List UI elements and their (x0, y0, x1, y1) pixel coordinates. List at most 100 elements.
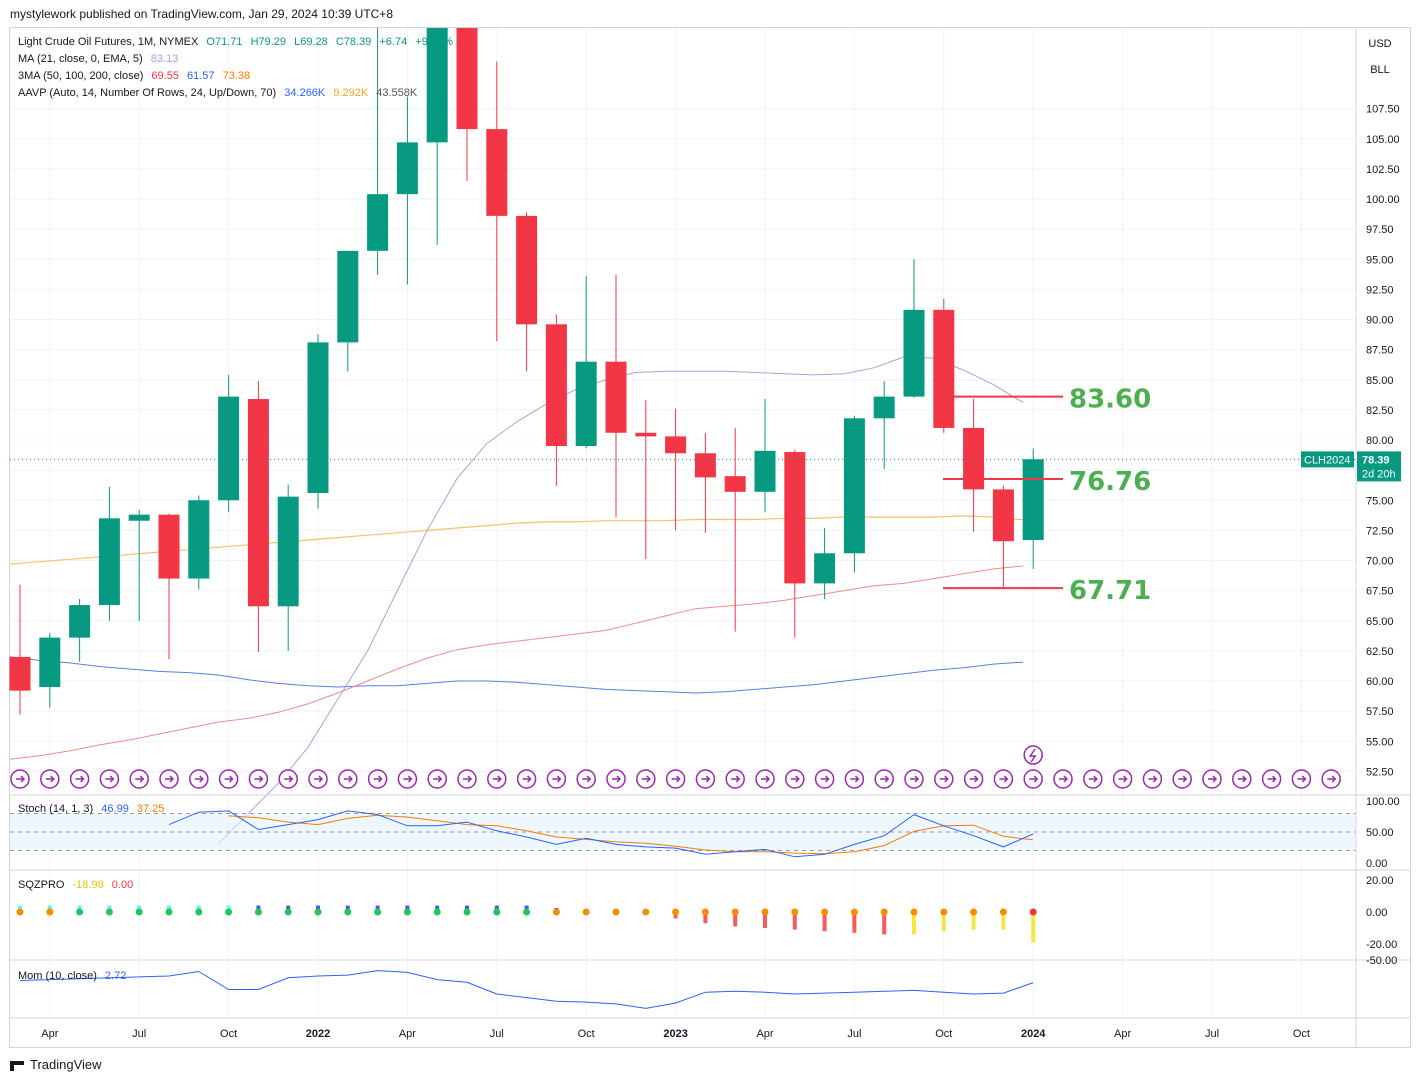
sqz-dot (254, 908, 262, 916)
legend-ma[interactable]: MA (21, close, 0, EMA, 5) 83.13 (18, 53, 183, 65)
event-marker-icon (40, 769, 60, 789)
legend-3ma[interactable]: 3MA (50, 100, 200, close) 69.55 61.57 73… (18, 70, 255, 82)
price-tick-label: 87.50 (1366, 345, 1394, 357)
legend-low: L69.28 (294, 36, 328, 48)
sqz-dot (165, 908, 173, 916)
event-marker-arrow (1237, 775, 1247, 783)
event-marker-arrow (16, 775, 26, 783)
sqz-dot (135, 908, 143, 916)
sqz-bar (882, 912, 887, 935)
legend-aavp-v2: 9.292K (333, 87, 369, 99)
time-tick-label: Oct (935, 1028, 952, 1040)
event-marker-icon (1202, 769, 1222, 789)
candle-body (486, 129, 508, 216)
sqz-dot (284, 908, 292, 916)
legend-mom[interactable]: Mom (10, close) 2.72 (18, 970, 131, 982)
candle-body (307, 342, 329, 494)
legend-sqz[interactable]: SQZPRO -18.98 0.00 (18, 879, 138, 891)
legend-main[interactable]: Light Crude Oil Futures, 1M, NYMEX O71.7… (18, 36, 458, 48)
time-tick-label: Oct (1293, 1028, 1310, 1040)
event-marker-icon (1291, 769, 1312, 789)
sqz-dot (582, 908, 590, 916)
event-marker-arrow (373, 775, 383, 783)
candle-body (933, 309, 955, 428)
sqz-dot (731, 908, 739, 916)
unit-button[interactable]: BLL (1370, 64, 1390, 76)
event-marker-icon (636, 769, 656, 789)
candle-body (814, 553, 836, 584)
price-tick-label: 80.00 (1366, 435, 1394, 447)
stoch-k-line (168, 810, 1034, 858)
candle-body (992, 489, 1014, 542)
candle-body (754, 450, 776, 492)
legend-ma-label: MA (21, close, 0, EMA, 5) (18, 53, 143, 65)
event-marker-arrow (880, 775, 890, 783)
event-marker-icon (516, 769, 537, 789)
sqz-tick-label: 0.00 (1366, 907, 1387, 919)
event-marker-arrow (1088, 775, 1098, 783)
event-marker-icon (457, 769, 477, 789)
price-tick-label: 60.00 (1366, 676, 1394, 688)
time-tick-label: Jul (490, 1028, 504, 1040)
price-tick-label: 90.00 (1366, 315, 1394, 327)
event-marker-arrow (1297, 775, 1307, 783)
tradingview-logo[interactable]: TradingView (10, 1057, 102, 1072)
event-marker-icon (1261, 769, 1282, 789)
event-marker-arrow (701, 775, 711, 783)
legend-aavp-label: AAVP (Auto, 14, Number Of Rows, 24, Up/D… (18, 87, 277, 99)
event-marker-arrow (671, 775, 681, 783)
event-marker-arrow (761, 775, 771, 783)
stoch-tick-label: 50.00 (1366, 827, 1394, 839)
grid-lines (10, 28, 1356, 1018)
mom-tick-label: -50.00 (1366, 955, 1397, 967)
legend-3ma-label: 3MA (50, 100, 200, close) (18, 70, 144, 82)
sma100-line (9, 656, 1024, 694)
event-marker-arrow (75, 775, 85, 783)
event-marker-arrow (165, 775, 175, 783)
event-marker-arrow (731, 775, 741, 783)
event-marker-icon (874, 769, 894, 789)
time-tick-label: Apr (41, 1028, 58, 1040)
stoch-d-line (228, 814, 1034, 855)
event-marker-icon (1112, 769, 1133, 789)
event-marker-arrow (939, 775, 949, 783)
candle-body (605, 361, 627, 433)
price-tick-label: 67.50 (1366, 586, 1394, 598)
time-tick-label: Apr (1114, 1028, 1131, 1040)
event-marker-icon (159, 769, 179, 789)
event-marker-arrow (194, 775, 204, 783)
event-marker-arrow (969, 775, 979, 783)
event-marker-icon (10, 769, 30, 789)
candle-body (456, 28, 478, 130)
lightning-icon (1023, 745, 1043, 765)
candle-body (963, 427, 985, 490)
candle-body (39, 637, 61, 688)
event-marker-icon (963, 769, 984, 789)
sqz-dot (46, 908, 54, 916)
candle-body (873, 396, 895, 419)
sqz-dot (642, 908, 650, 916)
price-tick-label: 107.50 (1366, 104, 1400, 116)
event-marker-arrow (1267, 775, 1277, 783)
sqz-dot (374, 908, 382, 916)
legend-stoch[interactable]: Stoch (14, 1, 3) 46.99 37.25 (18, 803, 169, 815)
legend-stoch-k: 46.99 (101, 803, 129, 815)
legend-stoch-d: 37.25 (136, 803, 165, 815)
currency-button[interactable]: USD (1368, 38, 1392, 50)
event-marker-icon (755, 769, 775, 789)
sqz-dot (16, 908, 24, 916)
last-price-tag-bg (1357, 451, 1401, 482)
legend-aavp[interactable]: AAVP (Auto, 14, Number Of Rows, 24, Up/D… (18, 87, 422, 99)
moving-averages (9, 356, 1024, 845)
event-marker-icon (1232, 769, 1252, 789)
event-marker-icon (1142, 769, 1163, 789)
legend-open: O71.71 (206, 36, 243, 48)
last-price-tag: 78.39 (1362, 454, 1390, 466)
time-tick-label: Apr (756, 1028, 773, 1040)
candle-body (1022, 459, 1044, 541)
time-tick-label: Apr (399, 1028, 416, 1040)
event-marker-arrow (403, 775, 413, 783)
time-tick-label: 2024 (1021, 1028, 1046, 1040)
sqz-dot (105, 908, 113, 916)
